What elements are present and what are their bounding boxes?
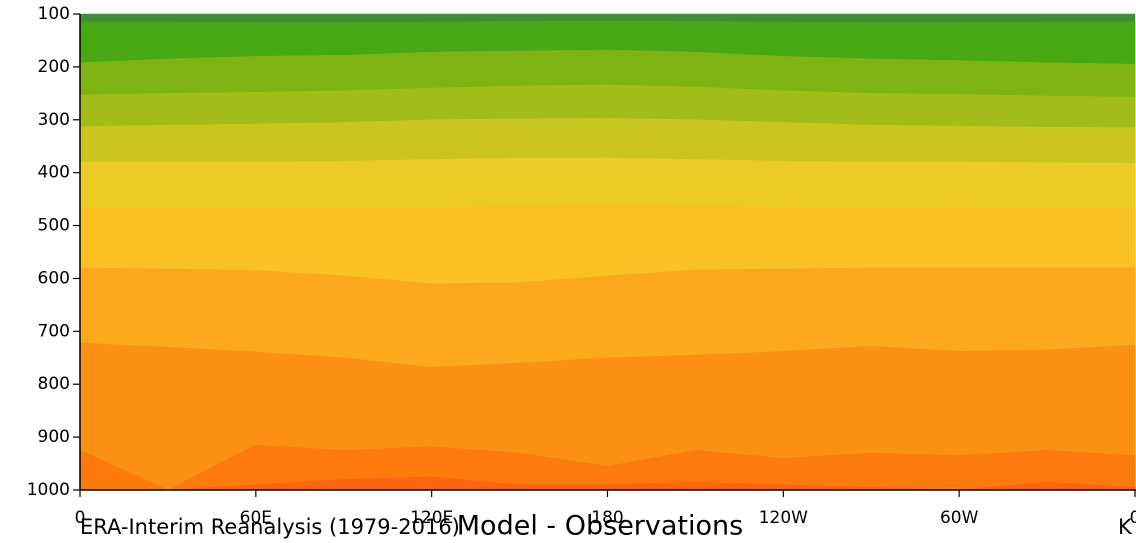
x-tick-label: 120E <box>410 508 453 528</box>
y-tick-label: 800 <box>38 374 70 394</box>
x-tick-label: 180 <box>591 508 623 528</box>
x-tick-label: 0 <box>75 508 86 528</box>
contour-band <box>80 476 1136 491</box>
y-tick-label: 900 <box>38 427 70 447</box>
unit-label: K <box>1118 515 1133 539</box>
y-tick-label: 400 <box>38 163 70 183</box>
y-tick-label: 1000 <box>27 480 70 500</box>
chart-title: Model - Observations <box>457 511 743 542</box>
y-tick-label: 100 <box>38 4 70 24</box>
x-tick-label: 120W <box>759 508 808 528</box>
contour-band <box>79 444 1136 491</box>
y-tick-label: 700 <box>38 321 70 341</box>
y-tick-label: 500 <box>38 216 70 236</box>
chart-subtitle: ERA-Interim Reanalysis (1979-2016) <box>80 515 460 539</box>
x-tick-label: 60W <box>940 508 979 528</box>
x-tick-label: 60E <box>240 508 272 528</box>
x-tick-label: 0 <box>1130 508 1136 528</box>
y-tick-label: 200 <box>38 57 70 77</box>
y-tick-label: 600 <box>38 268 70 288</box>
y-tick-label: 300 <box>38 110 70 130</box>
